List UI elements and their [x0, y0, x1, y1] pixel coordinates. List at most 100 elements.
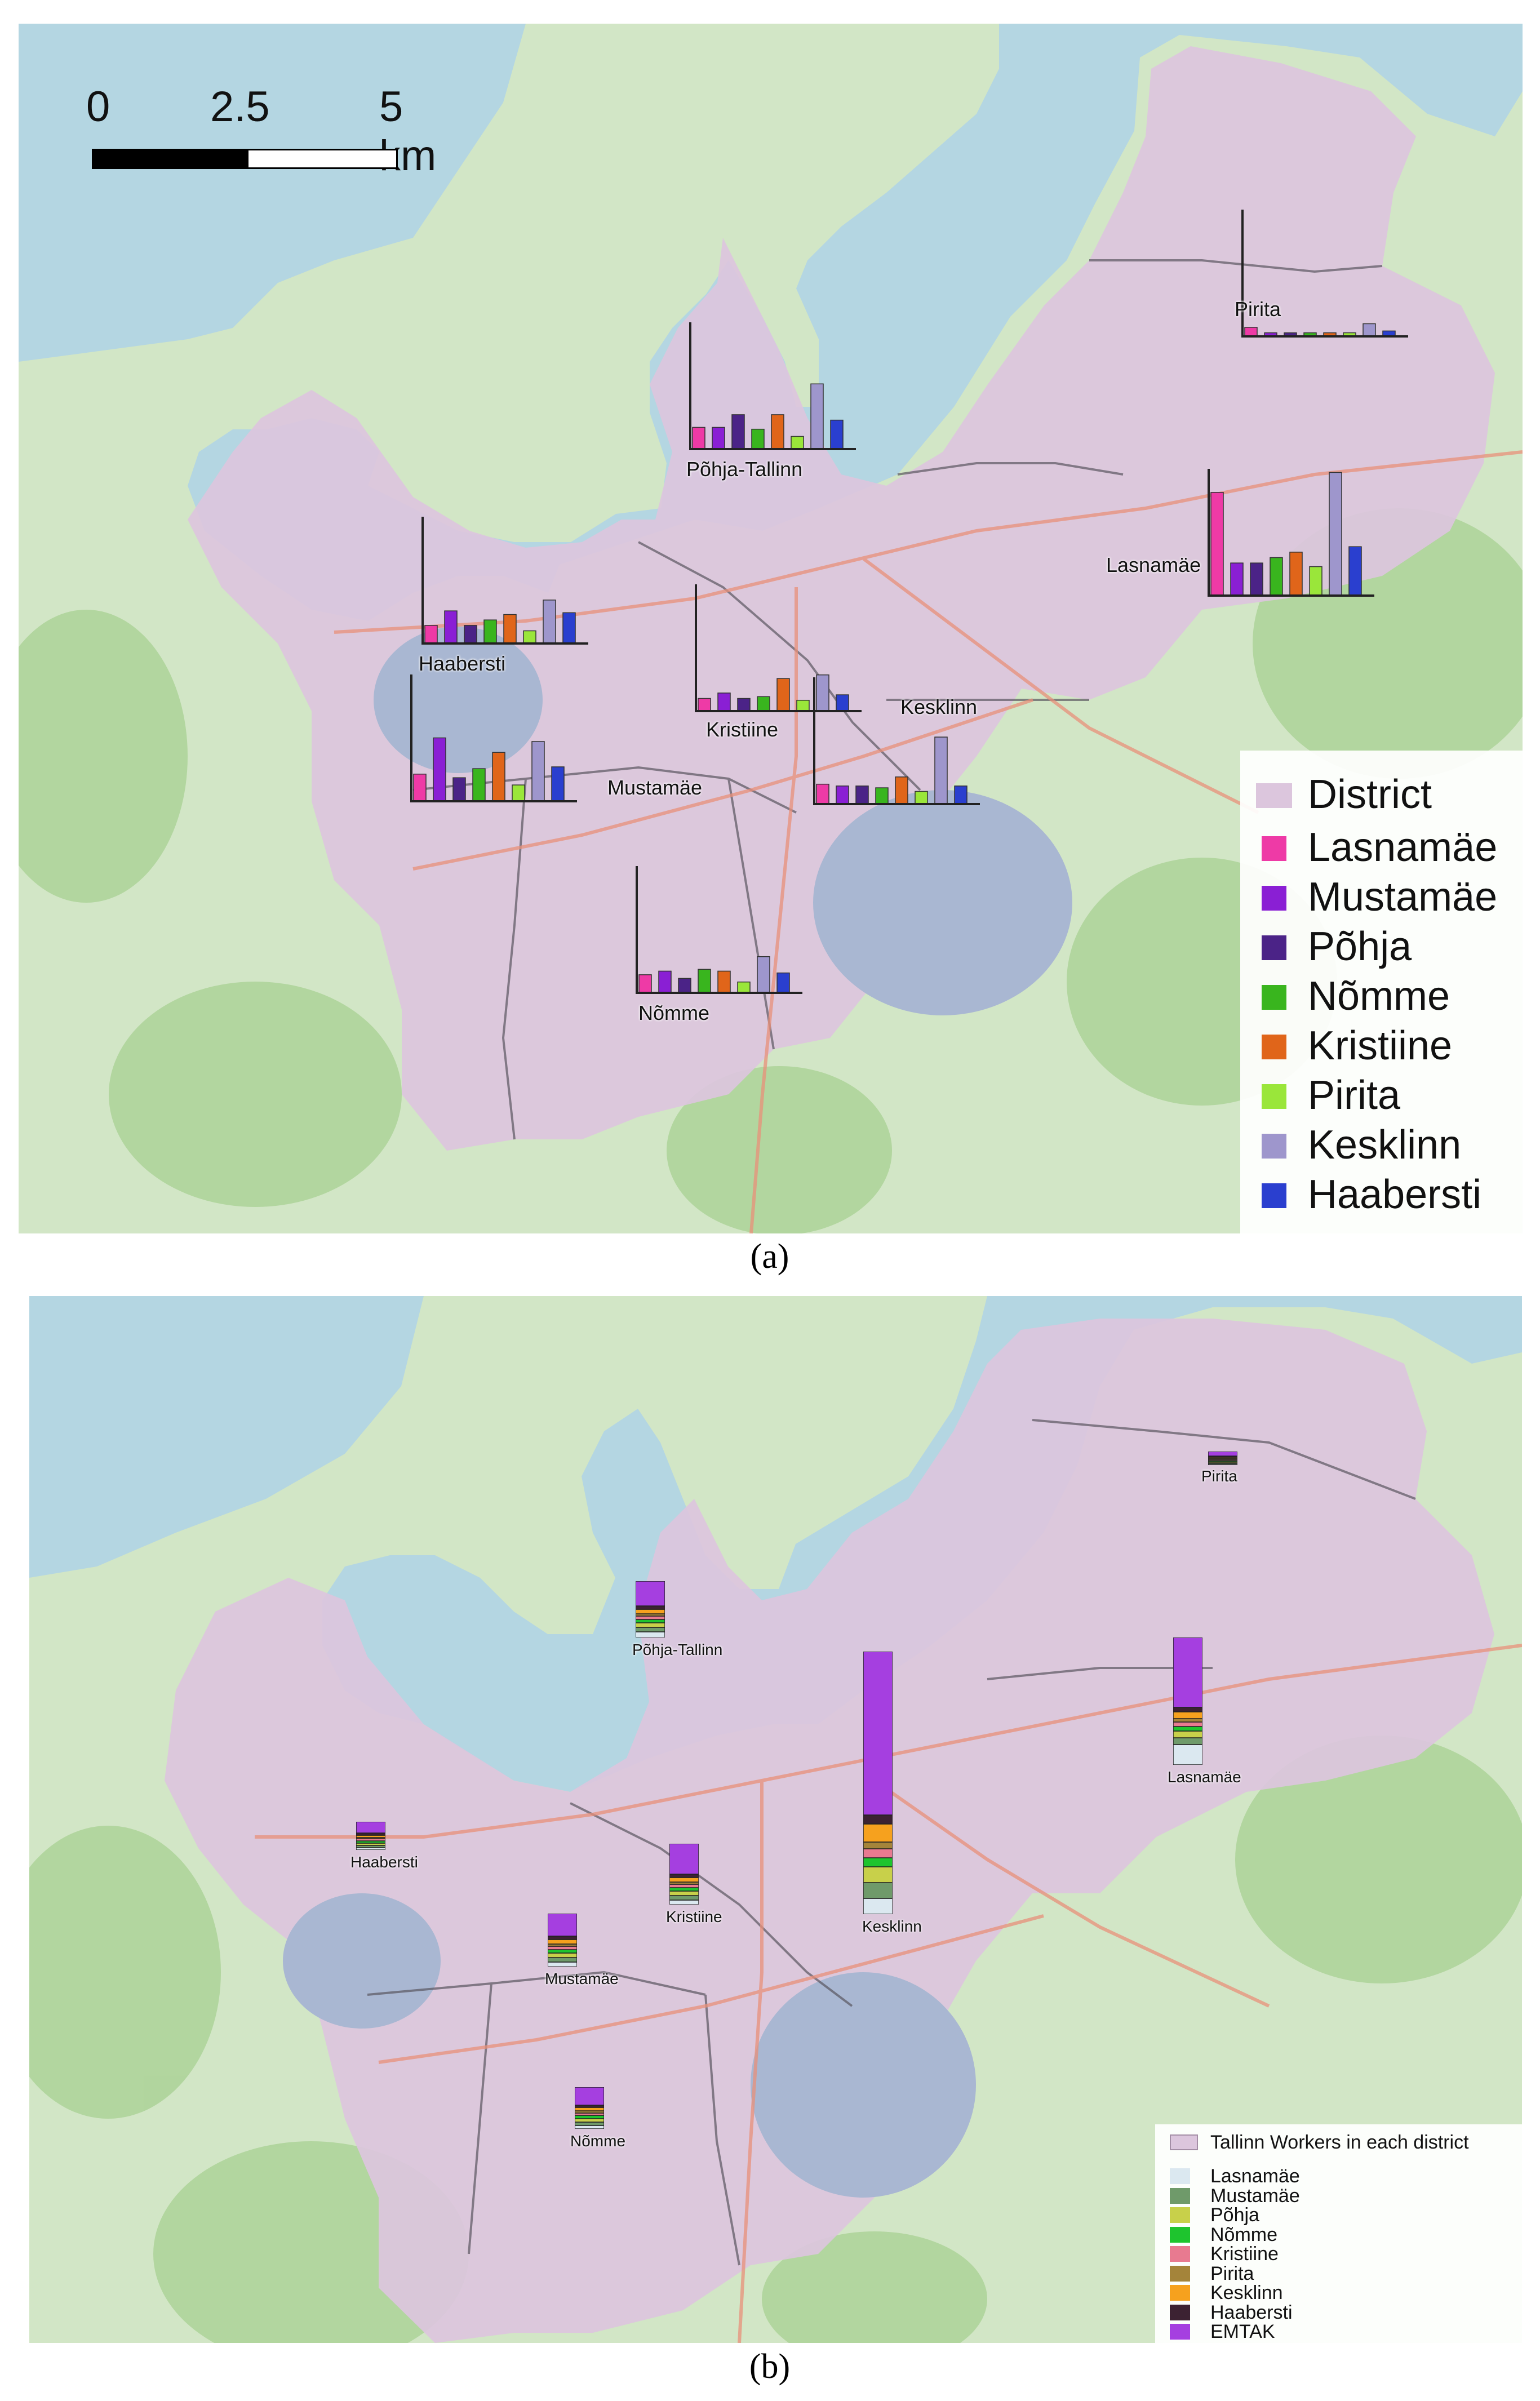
- legend-b-title: Tallinn Workers in each district: [1210, 2132, 1469, 2153]
- bar-mustamae-haabersti: [551, 766, 565, 802]
- bar-kesklinn-lasnamae: [816, 783, 829, 805]
- legend-b-label-kristiine: Kristiine: [1210, 2243, 1279, 2265]
- bar-lasnamae-pohja: [1250, 562, 1263, 596]
- bar-chart-nomme: [636, 866, 802, 994]
- legend-a-label-lasnamae: Lasnamäe: [1308, 825, 1498, 870]
- segment-kesklinn-pohja: [863, 1866, 893, 1883]
- bar-kesklinn-kristiine: [895, 776, 908, 805]
- bar-kristiine-pohja: [737, 698, 751, 712]
- axis-kesklinn: [813, 677, 980, 805]
- segment-mustamae-pohja: [548, 1952, 577, 1958]
- segment-nomme-lasnamae: [575, 2125, 604, 2129]
- stacked-bar-pirita: [1208, 1452, 1237, 1465]
- district-label-b-lasnamae: Lasnamäe: [1168, 1768, 1241, 1786]
- legend-b-label-pirita: Pirita: [1210, 2262, 1254, 2284]
- bar-pohja-tallinn-mustamae: [712, 427, 725, 450]
- axis-nomme: [636, 866, 802, 994]
- caption-b: (b): [749, 2347, 791, 2386]
- scale-bar-white: [247, 149, 398, 169]
- scale-label-0: 0: [86, 83, 110, 131]
- district-label-nomme: Nõmme: [638, 1001, 710, 1024]
- district-label-kristiine: Kristiine: [706, 718, 779, 741]
- legend-b-swatch-kristiine: [1170, 2246, 1190, 2262]
- bar-chart-haabersti: [421, 517, 588, 645]
- basemap-a: [19, 24, 1523, 1233]
- district-label-b-pirita: Pirita: [1201, 1467, 1237, 1485]
- map-panel-a[interactable]: 0 2.5 5 km Pirita Põhja-Tallinn Lasnamäe Ha…: [19, 24, 1523, 1233]
- bar-mustamae-pirita: [512, 784, 525, 802]
- legend-b-swatch-kesklinn: [1170, 2285, 1190, 2301]
- stacked-bar-pohja-tallinn: [636, 1581, 665, 1637]
- legend-a-swatch-haabersti: [1262, 1183, 1286, 1208]
- bar-nomme-kristiine: [717, 970, 731, 993]
- segment-lasnamae-lasnamae: [1173, 1744, 1202, 1765]
- segment-mustamae-emtak: [548, 1914, 577, 1937]
- legend-a-title: District: [1308, 772, 1432, 817]
- legend-b-label-emtak: EMTAK: [1210, 2321, 1275, 2342]
- stacked-bar-kesklinn: [863, 1652, 893, 1914]
- bar-pohja-tallinn-kesklinn: [810, 383, 824, 450]
- bar-haabersti-haabersti: [562, 612, 576, 644]
- legend-a-swatch-pohja: [1262, 935, 1286, 960]
- bar-lasnamae-mustamae: [1230, 562, 1244, 596]
- bar-nomme-nomme: [698, 969, 711, 993]
- segment-mustamae-mustamae: [548, 1957, 577, 1963]
- bar-lasnamae-lasnamae: [1210, 492, 1224, 596]
- district-label-b-haabersti: Haabersti: [350, 1853, 418, 1871]
- axis-haabersti: [421, 517, 588, 645]
- segment-kesklinn-kesklinn: [863, 1823, 893, 1843]
- bar-kesklinn-nomme: [875, 787, 889, 805]
- district-label-b-nomme: Nõmme: [570, 2132, 626, 2150]
- segment-kristiine-mustamae: [669, 1895, 699, 1901]
- legend-a-swatch-nomme: [1262, 985, 1286, 1010]
- district-swatch: [1256, 783, 1292, 808]
- bar-mustamae-kristiine: [492, 752, 505, 802]
- segment-kesklinn-pirita: [863, 1841, 893, 1849]
- stacked-bar-kristiine: [669, 1844, 699, 1905]
- segment-pohja-tallinn-pohja: [636, 1622, 665, 1628]
- legend-a-swatch-kristiine: [1262, 1035, 1286, 1059]
- bar-kristiine-nomme: [757, 696, 770, 712]
- stacked-bar-haabersti: [356, 1822, 385, 1850]
- bar-haabersti-kristiine: [503, 614, 517, 644]
- bar-nomme-pirita: [737, 981, 751, 993]
- segment-pohja-tallinn-mustamae: [636, 1627, 665, 1632]
- bar-pohja-tallinn-pirita: [791, 436, 804, 450]
- bar-pirita-kesklinn: [1363, 323, 1376, 337]
- bar-chart-kesklinn: [813, 677, 980, 805]
- legend-a-label-haabersti: Haabersti: [1308, 1172, 1482, 1217]
- district-label-mustamae: Mustamäe: [607, 776, 703, 799]
- bar-pohja-tallinn-pohja: [731, 414, 745, 450]
- legend-b-swatch-haabersti: [1170, 2304, 1190, 2320]
- segment-lasnamae-nomme: [1173, 1726, 1202, 1732]
- segment-pohja-tallinn-nomme: [636, 1619, 665, 1623]
- segment-kristiine-emtak: [669, 1844, 699, 1875]
- legend-b: Tallinn Workers in each district Lasnamä…: [1155, 2124, 1522, 2343]
- legend-a-label-nomme: Nõmme: [1308, 974, 1450, 1019]
- segment-mustamae-lasnamae: [548, 1961, 577, 1967]
- bar-kristiine-pirita: [796, 699, 810, 712]
- district-label-pohja-tallinn: Põhja-Tallinn: [686, 458, 803, 481]
- legend-b-label-kesklinn: Kesklinn: [1210, 2282, 1283, 2304]
- segment-nomme-emtak: [575, 2087, 604, 2106]
- legend-b-label-pohja: Põhja: [1210, 2204, 1259, 2226]
- bar-chart-kristiine: [695, 584, 862, 712]
- segment-lasnamae-haabersti: [1173, 1707, 1202, 1712]
- bar-lasnamae-nomme: [1270, 557, 1283, 596]
- bar-pohja-tallinn-haabersti: [830, 419, 844, 450]
- segment-lasnamae-pohja: [1173, 1730, 1202, 1738]
- legend-a-swatch-kesklinn: [1262, 1134, 1286, 1159]
- stacked-bar-mustamae: [548, 1914, 577, 1967]
- map-panel-b[interactable]: Pirita Põhja-Tallinn Lasnamäe Haabersti Kris…: [29, 1296, 1522, 2343]
- bar-lasnamae-haabersti: [1348, 546, 1362, 596]
- axis-pirita: [1241, 210, 1408, 338]
- district-label-b-mustamae: Mustamäe: [545, 1970, 619, 1987]
- legend-a: District Lasnamäe Mustamäe Põhja Nõmme Krist…: [1240, 751, 1523, 1233]
- axis-pohja-tallinn: [689, 322, 856, 450]
- bar-kesklinn-pohja: [855, 785, 869, 805]
- district-label-b-pohja-tallinn: Põhja-Tallinn: [632, 1641, 723, 1658]
- district-label-kesklinn: Kesklinn: [900, 695, 978, 718]
- legend-a-label-pohja: Põhja: [1308, 924, 1412, 969]
- bar-haabersti-pirita: [523, 630, 536, 644]
- stacked-bar-nomme: [575, 2087, 604, 2129]
